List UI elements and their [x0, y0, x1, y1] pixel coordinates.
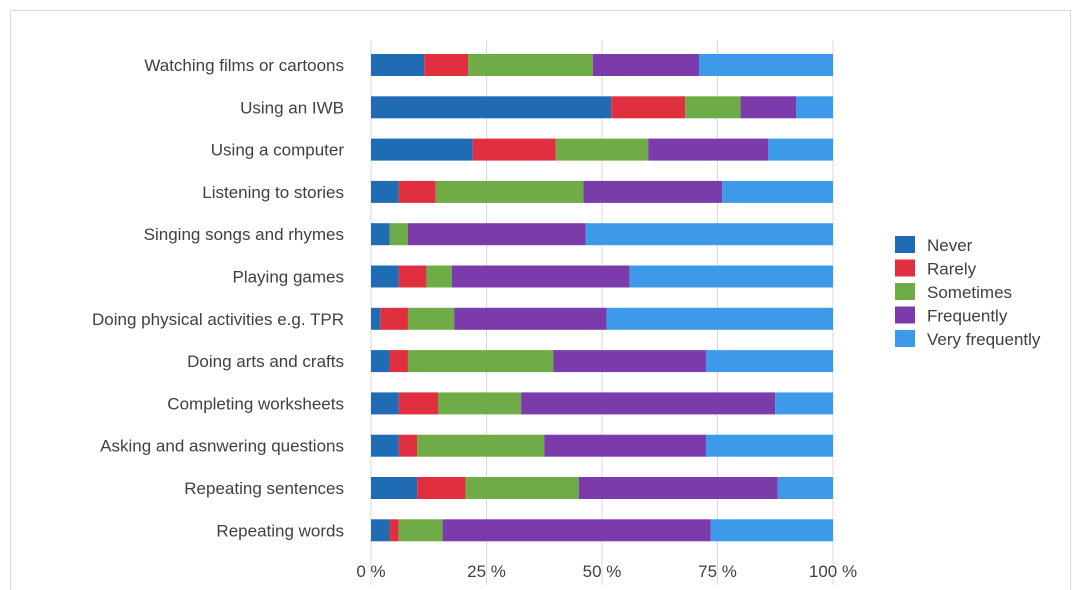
bar-segment	[710, 519, 833, 542]
bar-segment	[521, 392, 776, 415]
category-label: Doing arts and crafts	[187, 352, 344, 371]
category-label: Using a computer	[211, 141, 345, 160]
bar-segment	[454, 307, 607, 330]
x-tick-label: 100 %	[809, 562, 857, 581]
legend-label: Sometimes	[927, 283, 1012, 302]
bar-segment	[371, 307, 381, 330]
bar-segment	[553, 350, 706, 373]
bar-segment	[768, 138, 833, 161]
category-label: Watching films or cartoons	[144, 56, 344, 75]
x-tick-label: 50 %	[583, 562, 622, 581]
legend-swatch	[895, 330, 915, 347]
bar-segment	[722, 180, 833, 203]
legend-label: Frequently	[927, 307, 1008, 326]
category-label: Listening to stories	[202, 183, 344, 202]
bar-segment	[583, 180, 723, 203]
bar-segment	[398, 180, 436, 203]
bar-segment	[371, 54, 425, 76]
legend-swatch	[895, 236, 915, 253]
category-label: Using an IWB	[240, 98, 344, 117]
bar-segment	[371, 265, 399, 288]
bar-segment	[398, 434, 418, 457]
category-label: Asking and asnwering questions	[100, 437, 344, 456]
bar-segment	[389, 519, 399, 542]
category-label: Completing worksheets	[167, 394, 344, 413]
legend-label: Very frequently	[927, 330, 1041, 349]
bar-segment	[685, 96, 741, 119]
legend-swatch	[895, 283, 915, 300]
bar-segment	[398, 392, 438, 415]
bar-segment	[435, 180, 584, 203]
x-tick-label: 0 %	[356, 562, 385, 581]
bar-segment	[371, 477, 418, 499]
bar-segment	[371, 519, 390, 542]
bar-segment	[775, 392, 833, 415]
bar-segment	[389, 350, 408, 373]
bar-segment	[424, 54, 469, 76]
legend-swatch	[895, 306, 915, 324]
bar-segment	[371, 96, 612, 119]
bar-segment	[417, 434, 545, 457]
bar-segment	[380, 307, 408, 330]
bar-segment	[705, 434, 833, 457]
chart-frame	[10, 10, 1071, 590]
bar-segment	[699, 54, 833, 76]
bar-segment	[371, 392, 399, 415]
category-label: Repeating words	[216, 521, 344, 540]
category-label: Playing games	[232, 268, 344, 287]
bar-segment	[611, 96, 686, 119]
bar-segment	[606, 307, 833, 330]
bar-segment	[592, 54, 700, 76]
bar-segment	[472, 138, 556, 161]
bar-segment	[777, 477, 833, 499]
bar-segment	[705, 350, 833, 373]
bar-segment	[407, 350, 554, 373]
bar-segment	[578, 477, 778, 499]
bar-segment	[796, 96, 833, 119]
bar-segment	[451, 265, 630, 288]
category-label: Repeating sentences	[184, 479, 344, 498]
bar-segment	[417, 477, 466, 499]
bar-segment	[371, 180, 399, 203]
bar-segment	[398, 265, 427, 288]
category-label: Singing songs and rhymes	[144, 225, 344, 244]
bar-segment	[371, 350, 390, 373]
legend-swatch	[895, 259, 915, 277]
bar-segment	[442, 519, 711, 542]
bar-segment	[465, 477, 579, 499]
bar-segment	[437, 392, 522, 415]
legend-label: Rarely	[927, 260, 977, 279]
x-tick-label: 25 %	[467, 562, 506, 581]
x-tick-label: 75 %	[698, 562, 737, 581]
bar-segment	[740, 96, 797, 119]
bar-segment	[371, 223, 390, 246]
bar-segment	[585, 223, 833, 246]
bar-segment	[555, 138, 649, 161]
bar-segment	[468, 54, 593, 76]
bar-segment	[407, 307, 455, 330]
bar-segment	[648, 138, 769, 161]
bar-segment	[407, 223, 586, 246]
bar-segment	[629, 265, 833, 288]
bar-segment	[426, 265, 452, 288]
legend-label: Never	[927, 236, 973, 255]
bar-segment	[371, 138, 473, 161]
bar-segment	[389, 223, 408, 246]
bar-segment	[544, 434, 706, 457]
category-label: Doing physical activities e.g. TPR	[92, 310, 344, 329]
bar-segment	[371, 434, 399, 457]
bar-segment	[398, 519, 443, 542]
